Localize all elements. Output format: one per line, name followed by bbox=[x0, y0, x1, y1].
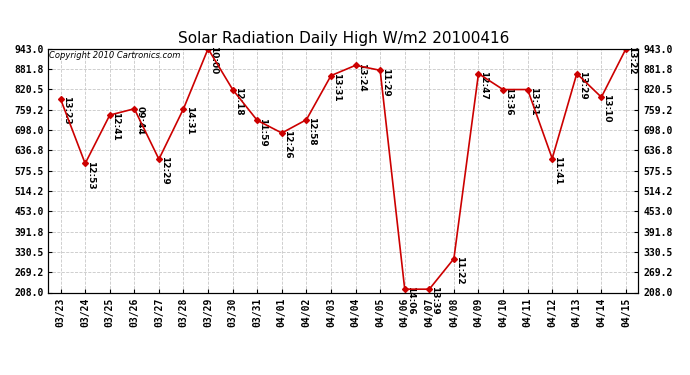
Text: 12:41: 12:41 bbox=[111, 112, 120, 141]
Text: 11:29: 11:29 bbox=[381, 68, 391, 96]
Text: 13:29: 13:29 bbox=[578, 71, 587, 100]
Text: 11:41: 11:41 bbox=[553, 156, 562, 184]
Text: 13:23: 13:23 bbox=[61, 96, 70, 125]
Text: 13:22: 13:22 bbox=[627, 46, 636, 75]
Text: 14:31: 14:31 bbox=[184, 106, 194, 135]
Text: Copyright 2010 Cartronics.com: Copyright 2010 Cartronics.com bbox=[50, 51, 181, 60]
Text: 12:47: 12:47 bbox=[480, 71, 489, 100]
Text: 11:22: 11:22 bbox=[455, 256, 464, 285]
Text: 12:58: 12:58 bbox=[308, 117, 317, 146]
Text: 13:36: 13:36 bbox=[504, 87, 513, 116]
Text: 13:31: 13:31 bbox=[332, 73, 341, 102]
Text: 12:29: 12:29 bbox=[160, 156, 169, 185]
Text: 12:18: 12:18 bbox=[234, 87, 243, 116]
Text: 10:00: 10:00 bbox=[209, 46, 218, 74]
Text: 11:59: 11:59 bbox=[258, 118, 267, 146]
Text: 12:53: 12:53 bbox=[86, 161, 95, 189]
Text: 13:39: 13:39 bbox=[431, 286, 440, 315]
Title: Solar Radiation Daily High W/m2 20100416: Solar Radiation Daily High W/m2 20100416 bbox=[177, 31, 509, 46]
Text: 09:44: 09:44 bbox=[135, 106, 144, 135]
Text: 14:06: 14:06 bbox=[406, 286, 415, 315]
Text: 13:24: 13:24 bbox=[357, 63, 366, 91]
Text: 13:10: 13:10 bbox=[602, 94, 611, 123]
Text: 12:26: 12:26 bbox=[283, 130, 292, 159]
Text: 13:31: 13:31 bbox=[529, 87, 538, 116]
